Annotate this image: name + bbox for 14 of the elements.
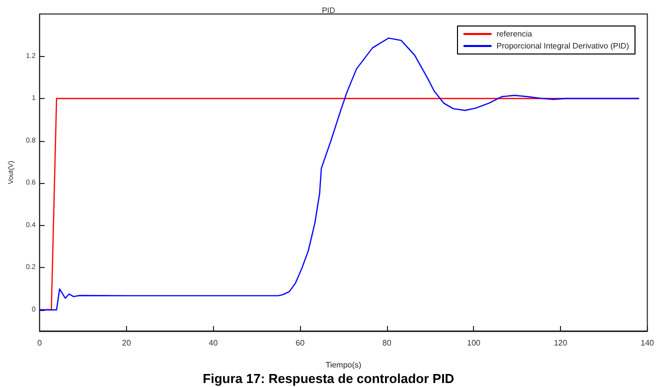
x-tick-label: 20 — [122, 338, 132, 348]
x-tick-label: 40 — [208, 338, 218, 348]
legend-label: Proporcional Integral Derivativo (PID) — [496, 42, 630, 50]
text: Figura 17: Respuesta de controlador PID — [202, 371, 454, 386]
x-tick-label: 100 — [467, 338, 481, 348]
x-axis-title: Tiempo(s) — [326, 360, 362, 370]
line-series — [39, 37, 640, 310]
x-tick-label: 60 — [296, 338, 306, 348]
x-tick-label: 120 — [554, 338, 568, 348]
x-tick-label: 140 — [640, 338, 655, 348]
chart-title: PID — [322, 6, 336, 15]
legend-label: referencia — [496, 30, 533, 38]
x-tick-label: 0 — [37, 338, 42, 348]
x-tick-label: 80 — [382, 338, 392, 348]
